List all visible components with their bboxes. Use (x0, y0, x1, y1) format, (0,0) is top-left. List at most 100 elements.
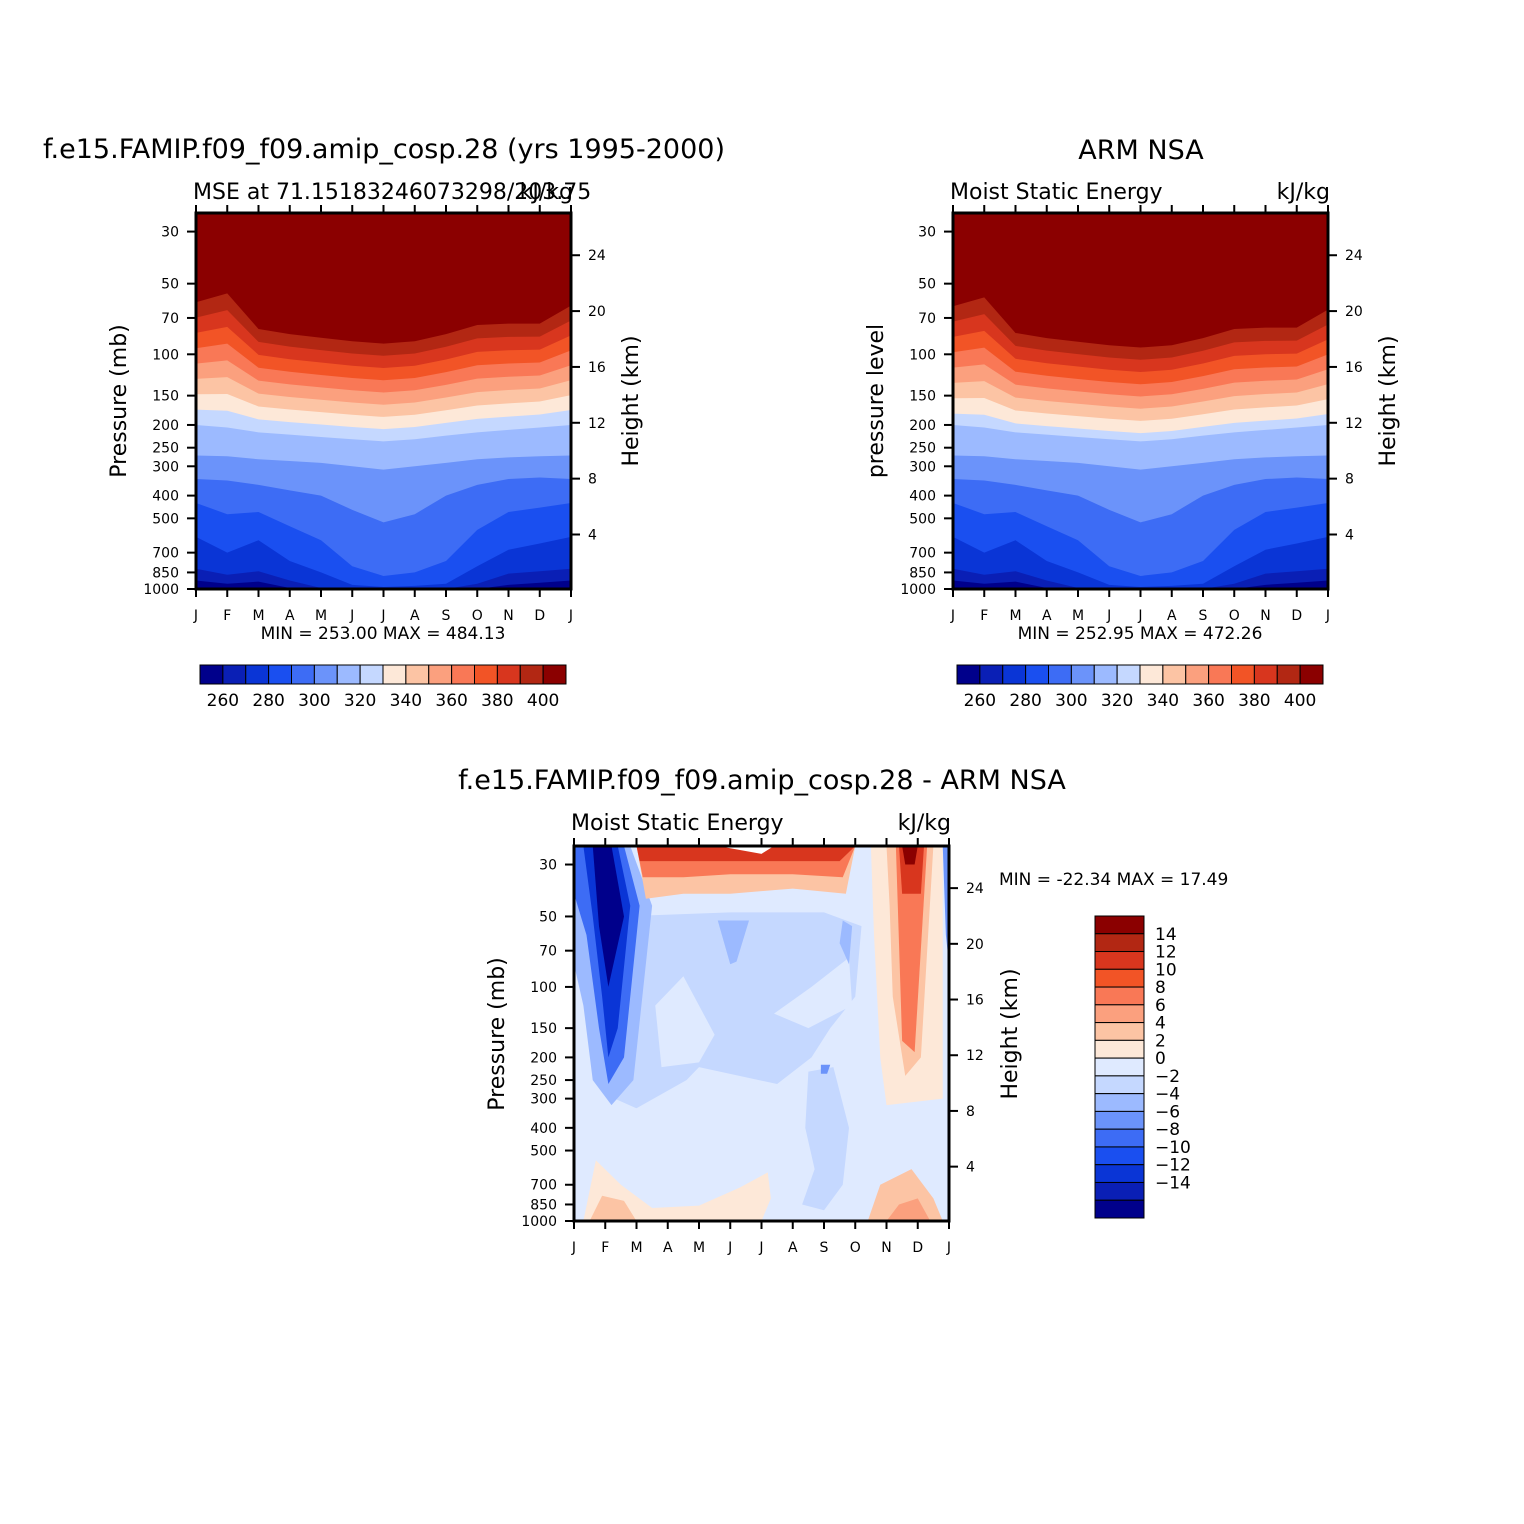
diff-colorbar-box (1094, 1022, 1145, 1041)
model-y2label: Height (km) (619, 335, 644, 466)
diff-colorbar-box (1094, 1128, 1145, 1148)
obs-y-tick-label: 30 (918, 225, 936, 241)
diff-contour-band (717, 846, 774, 854)
model-y-tick-label: 150 (152, 389, 179, 405)
model-x-tick-label: J (380, 608, 385, 624)
diff-x-tick-label: F (601, 1240, 609, 1256)
diff-colorbar-label: 12 (1155, 943, 1177, 963)
diff-y-tick-label: 1000 (521, 1214, 557, 1230)
obs-y2-tick-label: 4 (1345, 527, 1354, 543)
model-contour-band (196, 536, 571, 589)
diff-colorbar-label: 14 (1155, 925, 1177, 945)
obs-y-tick-label: 100 (909, 347, 936, 363)
diff-contour-band (820, 1064, 831, 1074)
obs-x-tick-label: O (1229, 608, 1240, 624)
obs-contours (953, 213, 1328, 589)
diff-colorbar-label: −2 (1155, 1067, 1180, 1087)
diff-x-tick-label: M (630, 1240, 642, 1256)
model-x-tick-label: A (410, 608, 420, 624)
obs-y-tick-label: 50 (918, 277, 936, 293)
diff-colorbar-box (1094, 915, 1145, 935)
model-colorbar-box (542, 664, 567, 685)
diff-contour-band (589, 1195, 637, 1221)
diff-y-tick-label: 70 (539, 944, 557, 960)
obs-y2-tick-label: 20 (1345, 304, 1363, 320)
obs-y-tick-label: 150 (909, 389, 936, 405)
model-y2-tick-label: 4 (588, 527, 597, 543)
model-colorbar-box (496, 664, 521, 685)
obs-right-label: kJ/kg (1277, 180, 1330, 205)
model-colorbar-label: 340 (390, 691, 422, 711)
model-x-tick-label: J (349, 608, 354, 624)
obs-x-tick-label: J (950, 608, 955, 624)
model-title: f.e15.FAMIP.f09_f09.amip_cosp.28 (yrs 19… (43, 134, 725, 165)
obs-colorbar-box (1002, 664, 1027, 685)
obs-colorbar-label: 280 (1009, 691, 1041, 711)
diff-colorbar-label: 10 (1155, 960, 1177, 980)
obs-ylabel: pressure level (864, 324, 889, 478)
obs-y2-axis: 4 8 12 16 20 24 (1328, 248, 1363, 543)
model-y-tick-label: 30 (161, 225, 179, 241)
model-y-tick-label: 250 (152, 441, 179, 457)
obs-y-tick-label: 850 (909, 565, 936, 581)
obs-colorbar-label: 380 (1238, 691, 1270, 711)
diff-colorbar-box (1094, 951, 1145, 970)
obs-colorbar-box (1253, 664, 1278, 685)
diff-contour-band (902, 846, 918, 865)
obs-y2-tick-label: 12 (1345, 416, 1363, 432)
model-y-tick-label: 200 (152, 418, 179, 434)
diff-colorbar-box (1094, 1199, 1145, 1219)
obs-colorbar-label: 340 (1147, 691, 1179, 711)
obs-y-tick-label: 200 (909, 418, 936, 434)
diff-colorbar-box (1094, 1039, 1145, 1059)
model-y2-tick-label: 20 (588, 304, 606, 320)
diff-x-tick-label: S (820, 1240, 829, 1256)
diff-y2-tick-label: 20 (966, 937, 984, 953)
diff-contour-band (583, 1160, 771, 1221)
model-x-tick-label: O (472, 608, 483, 624)
obs-colorbar-box (1139, 664, 1164, 685)
model-minmax: MIN = 253.00 MAX = 484.13 (261, 624, 506, 644)
diff-y-tick-label: 250 (530, 1073, 557, 1089)
diff-y-tick-label: 850 (530, 1197, 557, 1213)
model-colorbar-box (336, 664, 361, 685)
model-y-tick-label: 1000 (143, 582, 179, 598)
obs-minmax: MIN = 252.95 MAX = 472.26 (1018, 624, 1263, 644)
diff-minmax: MIN = -22.34 MAX = 17.49 (999, 870, 1228, 890)
diff-y2-tick-label: 8 (966, 1104, 975, 1120)
model-colorbar-box (405, 664, 430, 685)
model-ylabel: Pressure (mb) (107, 324, 132, 478)
diff-colorbar-label: 4 (1155, 1014, 1166, 1034)
model-x-tick-label: F (223, 608, 231, 624)
obs-y2-tick-label: 24 (1345, 248, 1363, 264)
diff-panel: f.e15.FAMIP.f09_f09.amip_cosp.28 - ARM N… (458, 765, 1228, 1256)
model-colorbar: 260 280 300 320 340 360 380 400 (199, 664, 567, 711)
diff-right-label: kJ/kg (898, 811, 951, 836)
model-colorbar-box (359, 664, 384, 685)
diff-x-tick-label: J (946, 1240, 951, 1256)
obs-x-tick-label: N (1260, 608, 1270, 624)
diff-colorbar-box (1094, 1110, 1145, 1130)
obs-colorbar-box (956, 664, 981, 685)
diff-contour-band (802, 1067, 849, 1211)
diff-y2-tick-label: 12 (966, 1048, 984, 1064)
diff-y-tick-label: 50 (539, 909, 557, 925)
diff-contour-band (655, 976, 715, 1068)
diff-y-tick-label: 400 (530, 1121, 557, 1137)
diff-x-tick-label: D (912, 1240, 923, 1256)
model-colorbar-box (268, 664, 292, 685)
diff-x-tick-label: M (693, 1240, 705, 1256)
obs-y-tick-label: 70 (918, 311, 936, 327)
obs-colorbar-label: 260 (964, 691, 996, 711)
diff-contour-band (592, 846, 624, 987)
obs-y-tick-label: 400 (909, 489, 936, 505)
obs-title: ARM NSA (1078, 135, 1204, 166)
model-colorbar-label: 280 (252, 691, 284, 711)
model-y2-tick-label: 12 (588, 416, 606, 432)
